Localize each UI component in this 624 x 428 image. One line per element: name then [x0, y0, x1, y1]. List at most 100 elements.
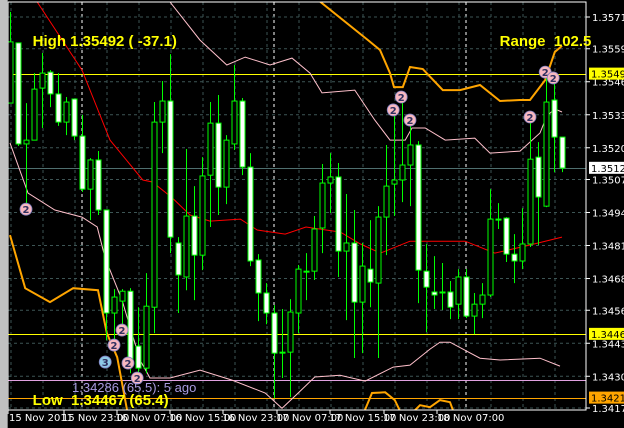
candle[interactable]	[119, 289, 126, 331]
signal-marker[interactable]: 2	[386, 103, 400, 117]
candle[interactable]	[191, 186, 198, 301]
candle[interactable]	[159, 80, 166, 154]
candle[interactable]	[343, 193, 350, 321]
signal-marker[interactable]: 3	[98, 355, 112, 369]
candle[interactable]	[535, 142, 542, 246]
signal-marker[interactable]: 2	[115, 323, 129, 337]
candle[interactable]	[479, 283, 486, 319]
candle[interactable]	[559, 136, 566, 173]
candle[interactable]	[39, 53, 46, 128]
candle[interactable]	[295, 265, 302, 334]
candle[interactable]	[351, 209, 358, 358]
candle[interactable]	[551, 77, 558, 173]
candle[interactable]	[71, 98, 78, 141]
candle[interactable]	[255, 254, 262, 322]
candle-body-bull	[151, 121, 158, 308]
signal-marker[interactable]: 2	[130, 371, 144, 385]
candle[interactable]	[375, 206, 382, 358]
candle[interactable]	[511, 234, 518, 284]
signal-marker[interactable]: 2	[523, 110, 537, 124]
signal-marker[interactable]: 2	[546, 71, 560, 85]
candle[interactable]	[223, 135, 230, 205]
candle-body-bull	[391, 179, 398, 185]
signal-marker[interactable]: 2	[394, 90, 408, 104]
candle[interactable]	[543, 71, 550, 208]
candle[interactable]	[527, 120, 534, 248]
candle[interactable]	[87, 158, 94, 221]
signal-marker[interactable]: 2	[403, 113, 417, 127]
candle[interactable]	[167, 54, 174, 254]
candle[interactable]	[367, 220, 374, 308]
candle[interactable]	[239, 97, 246, 176]
candle[interactable]	[319, 164, 326, 254]
candle[interactable]	[271, 305, 278, 399]
candle[interactable]	[311, 216, 318, 281]
candle-body-bear	[135, 345, 142, 369]
time-label: 17 Nov 07:00	[276, 413, 344, 424]
candle[interactable]	[23, 103, 30, 210]
candle[interactable]	[111, 289, 118, 344]
high-label: High	[32, 33, 66, 50]
candle[interactable]	[231, 64, 238, 151]
candle[interactable]	[15, 42, 22, 146]
candle[interactable]	[487, 189, 494, 298]
candle[interactable]	[335, 162, 342, 277]
ago-readout: 1.34286 (65.5): 5 ago	[72, 380, 197, 395]
candle[interactable]	[103, 209, 110, 341]
signal-marker[interactable]: 2	[107, 338, 121, 352]
candle[interactable]	[199, 157, 206, 271]
candle[interactable]	[415, 141, 422, 304]
signal-marker[interactable]: 2	[19, 202, 33, 216]
price-label: 1.34815	[592, 242, 624, 253]
candle[interactable]	[455, 269, 462, 320]
candle[interactable]	[287, 299, 294, 398]
candle-body-bear	[55, 93, 62, 123]
candle[interactable]	[47, 70, 54, 108]
candle[interactable]	[495, 203, 502, 230]
candle[interactable]	[391, 106, 398, 217]
candle-body-bear	[551, 99, 558, 138]
candle-body-bull	[287, 311, 294, 353]
candle[interactable]	[439, 263, 446, 311]
candle[interactable]	[207, 102, 214, 227]
candle[interactable]	[519, 208, 526, 270]
candle[interactable]	[215, 94, 222, 216]
candle-body-bull	[319, 182, 326, 229]
candle[interactable]	[407, 120, 414, 207]
candle[interactable]	[463, 269, 470, 319]
marker-label: 2	[407, 116, 414, 127]
candle[interactable]	[151, 102, 158, 334]
candle[interactable]	[183, 149, 190, 291]
candle[interactable]	[447, 281, 454, 320]
candle[interactable]	[31, 73, 38, 141]
candle[interactable]	[303, 253, 310, 301]
marker-label: 2	[119, 326, 126, 337]
signal-marker[interactable]: 2	[121, 356, 135, 370]
candle[interactable]	[471, 292, 478, 335]
marker-circle	[403, 113, 417, 127]
candle[interactable]	[63, 96, 70, 136]
candle[interactable]	[279, 308, 286, 379]
candle[interactable]	[135, 307, 142, 374]
candle[interactable]	[79, 115, 86, 192]
candle[interactable]	[247, 153, 254, 267]
candle[interactable]	[263, 283, 270, 325]
candle[interactable]	[431, 256, 438, 309]
candle[interactable]	[359, 242, 366, 354]
candle[interactable]	[95, 151, 102, 216]
candle[interactable]	[327, 153, 334, 214]
candle[interactable]	[423, 243, 430, 333]
candle[interactable]	[55, 73, 62, 126]
marker-label: 2	[111, 341, 118, 352]
candle[interactable]	[175, 237, 182, 314]
price-label: 1.34430	[592, 339, 624, 350]
candle[interactable]	[399, 96, 406, 203]
candle[interactable]	[503, 217, 510, 263]
candle-body-bear	[103, 209, 110, 314]
candle[interactable]	[143, 273, 150, 374]
candle[interactable]	[383, 144, 390, 256]
candle[interactable]	[8, 11, 14, 104]
